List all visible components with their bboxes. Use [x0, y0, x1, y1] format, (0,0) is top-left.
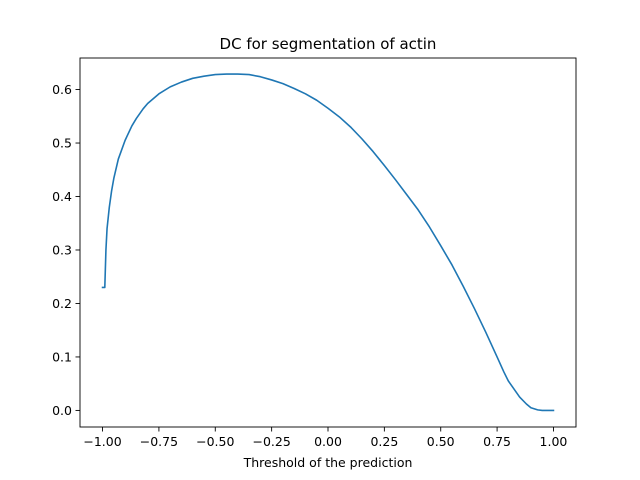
y-tick-label: 0.6 — [52, 82, 72, 97]
plot-frame — [79, 57, 577, 428]
y-tick-label: 0.4 — [52, 189, 72, 204]
y-tick-label: 0.3 — [52, 242, 72, 257]
y-tick-label: 0.1 — [52, 349, 72, 364]
x-tick-label: −1.00 — [83, 434, 121, 449]
x-tick-label: 0.25 — [370, 434, 398, 449]
y-tick-label: 0.2 — [52, 296, 72, 311]
x-tick-label: −0.50 — [196, 434, 234, 449]
plot-area — [101, 73, 555, 412]
x-tick-label: 0.00 — [314, 434, 342, 449]
x-axis: −1.00 −0.75 −0.50 −0.25 0.00 0.25 0.50 0.75 1.00 — [83, 427, 567, 449]
x-axis-title: Threshold of the prediction — [243, 455, 413, 470]
y-axis: 0.0 0.1 0.2 0.3 0.4 0.5 0.6 — [52, 82, 80, 418]
x-tick-label: 1.00 — [540, 434, 568, 449]
x-tick-label: −0.25 — [252, 434, 290, 449]
series-line — [101, 73, 555, 412]
y-tick-label: 0.5 — [52, 136, 72, 151]
x-tick-label: −0.75 — [140, 434, 178, 449]
x-tick-label: 0.50 — [427, 434, 455, 449]
y-tick-label: 0.0 — [52, 403, 72, 418]
x-tick-label: 0.75 — [483, 434, 511, 449]
chart-title: DC for segmentation of actin — [220, 35, 437, 53]
